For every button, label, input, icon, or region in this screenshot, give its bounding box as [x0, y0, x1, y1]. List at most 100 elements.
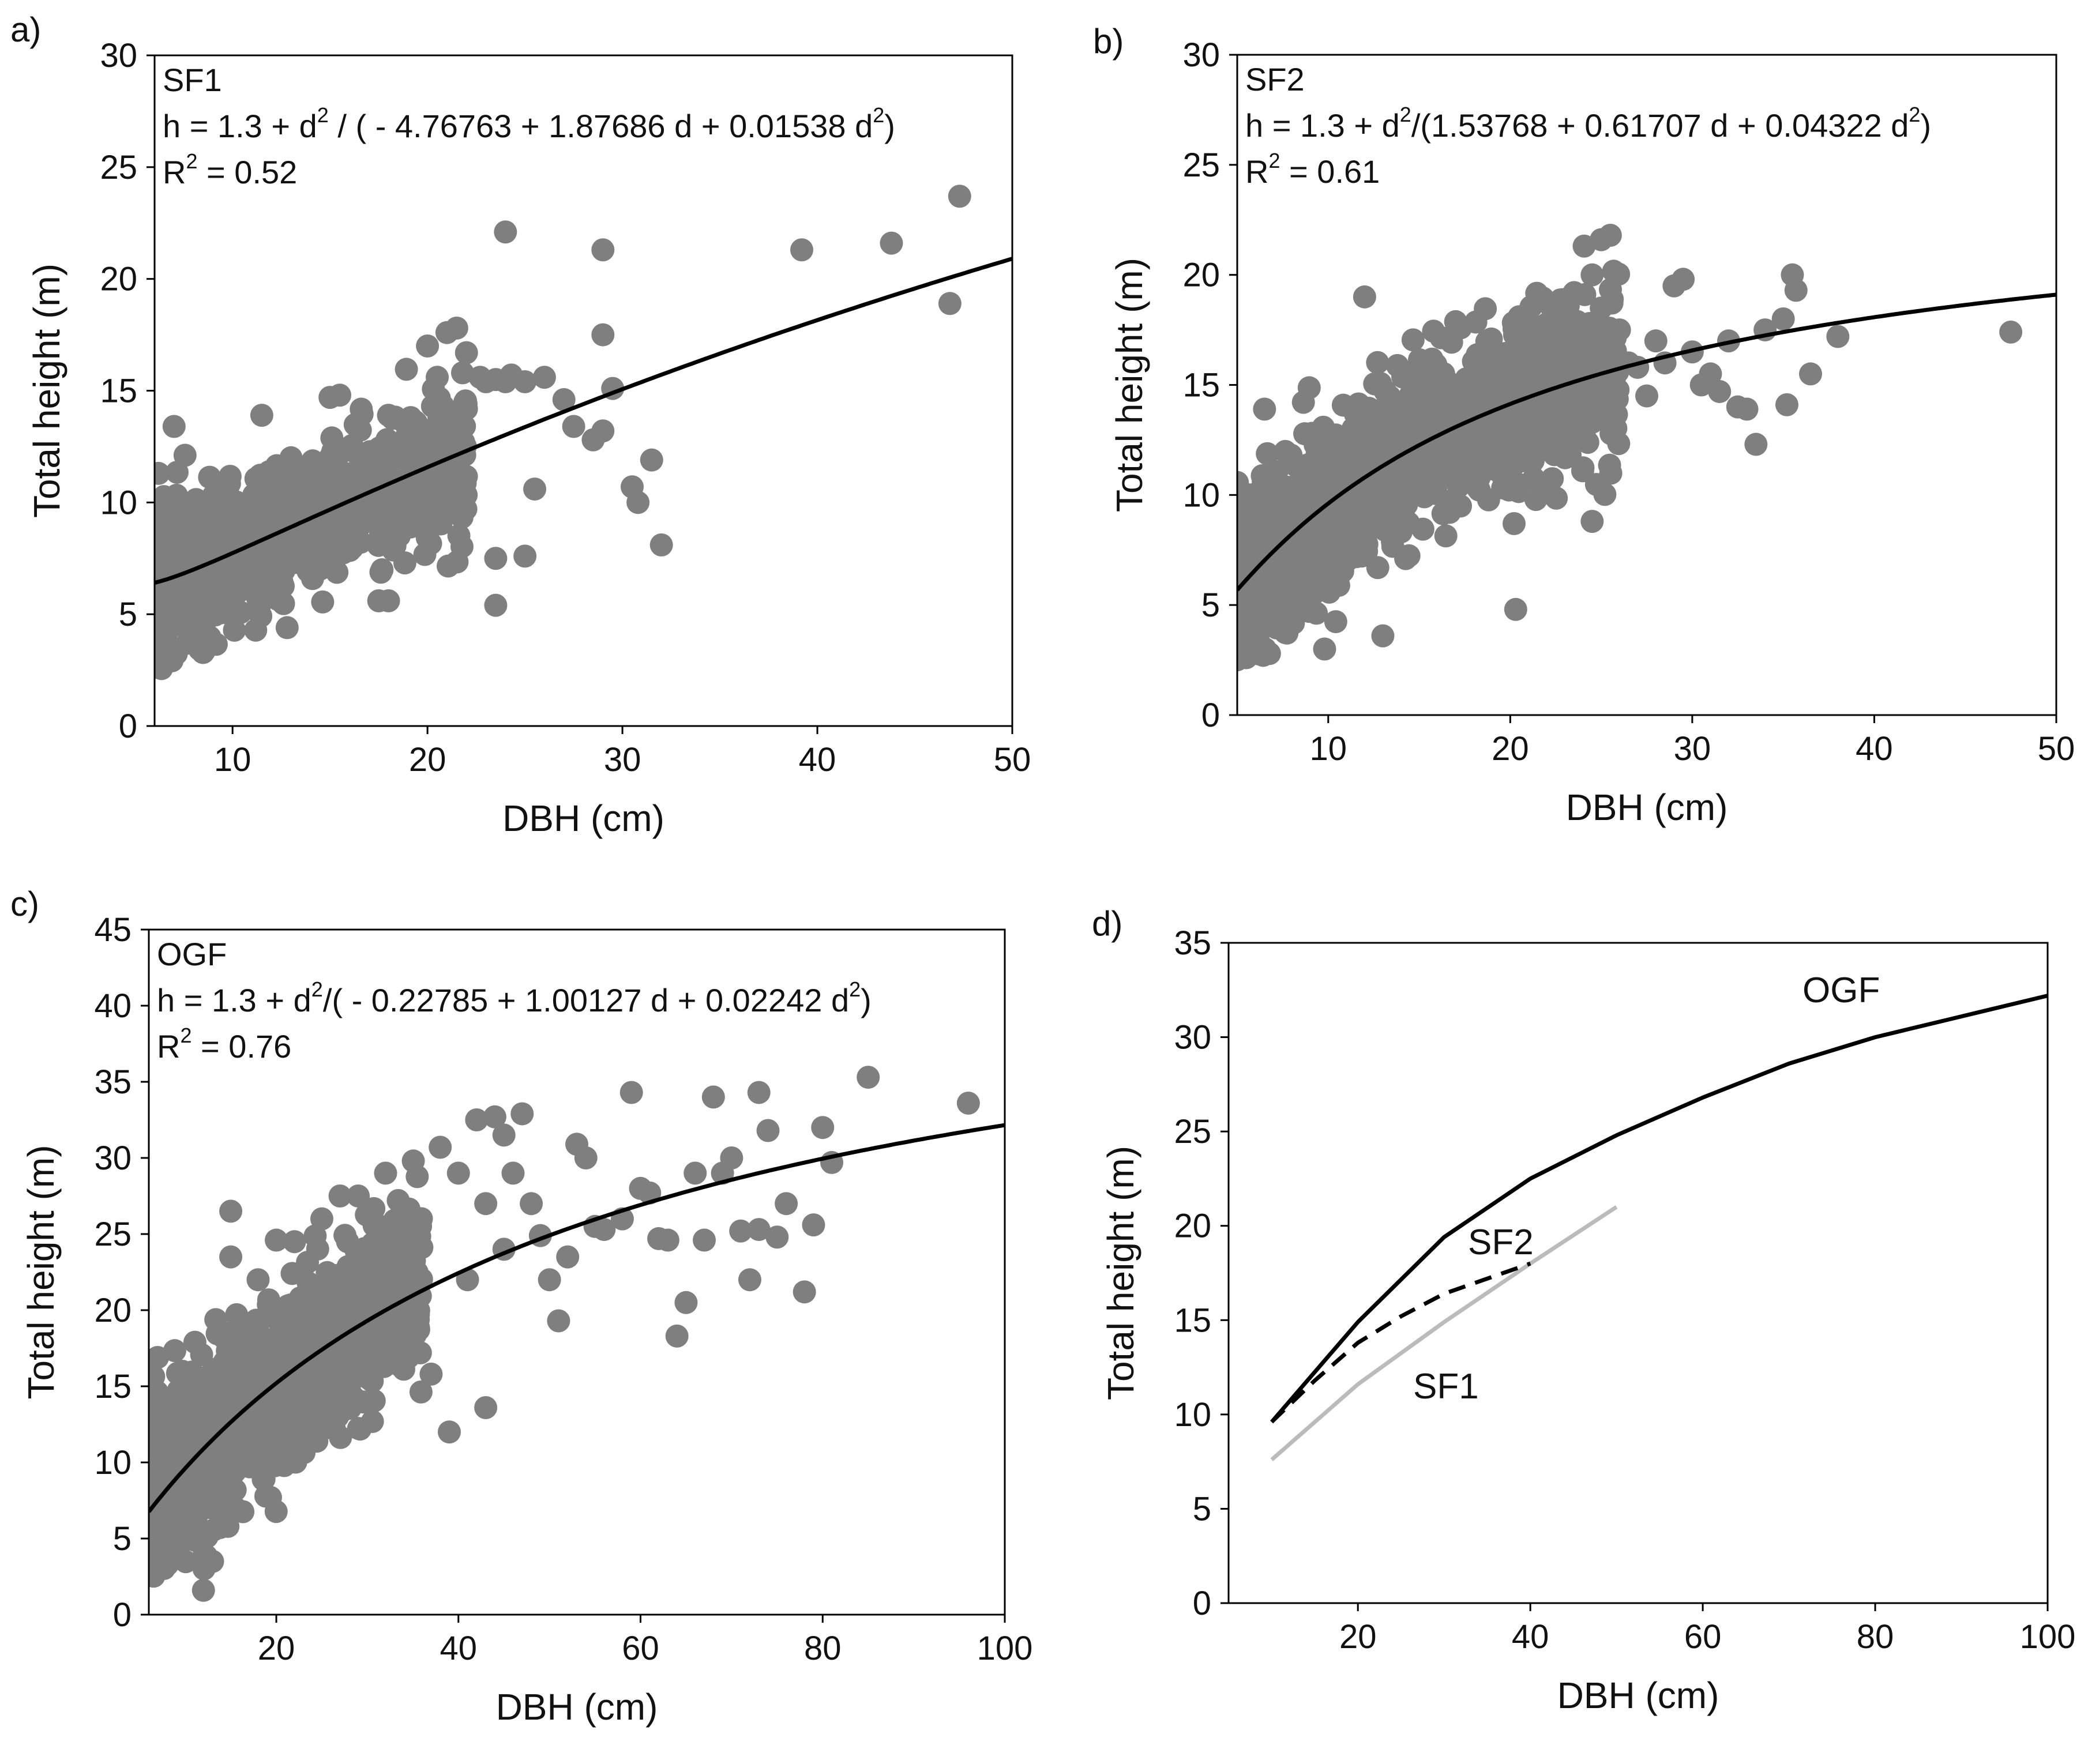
data-point: [149, 1551, 166, 1574]
data-point: [206, 496, 230, 520]
data-point: [283, 1230, 306, 1254]
data-point: [429, 1135, 452, 1159]
data-point: [1287, 551, 1310, 574]
x-tick-label: 80: [804, 1630, 842, 1667]
series-name-annotation: SF2: [1245, 61, 1305, 97]
data-point: [1305, 601, 1328, 625]
data-point: [510, 1102, 534, 1126]
data-point: [1485, 449, 1509, 472]
y-tick-label: 15: [94, 1368, 132, 1405]
data-point: [501, 1161, 525, 1185]
data-point: [1391, 365, 1415, 389]
data-point: [296, 1317, 320, 1341]
x-tick-label: 40: [1512, 1618, 1549, 1656]
data-point: [693, 1228, 716, 1252]
panel-b: 10 20 30 40 50 0 5 10 15 20 25 30 DBH (cm) Total heig…: [1093, 22, 2075, 828]
data-point: [437, 1420, 461, 1444]
data-point: [1259, 575, 1282, 599]
data-point: [747, 1218, 771, 1242]
y-tick-label: 25: [1174, 1113, 1211, 1150]
data-point: [173, 443, 197, 467]
series-label-sf2: SF2: [1468, 1223, 1534, 1262]
data-point: [1439, 489, 1463, 513]
data-point: [200, 594, 224, 618]
data-point: [619, 1081, 643, 1104]
data-point: [1279, 445, 1302, 469]
data-point: [256, 579, 280, 603]
data-point: [395, 358, 418, 381]
y-tick-label: 5: [119, 596, 137, 633]
y-tick-label: 5: [113, 1520, 132, 1558]
data-point: [1467, 465, 1491, 489]
data-point: [591, 323, 615, 347]
data-point: [1317, 580, 1341, 604]
data-point: [374, 1161, 397, 1185]
data-point: [201, 1417, 224, 1440]
data-point: [296, 1251, 320, 1274]
data-point: [626, 491, 650, 514]
data-point: [1516, 443, 1539, 467]
data-point: [311, 590, 335, 614]
y-tick-label: 25: [94, 1216, 132, 1253]
data-point: [307, 1292, 331, 1315]
data-point: [1580, 510, 1604, 533]
data-point: [1546, 428, 1570, 452]
data-point: [369, 561, 393, 584]
data-point: [1699, 362, 1722, 386]
data-point: [1708, 379, 1732, 403]
data-point: [1474, 297, 1497, 321]
data-point: [1481, 351, 1504, 375]
series-label-ogf: OGF: [1802, 971, 1880, 1010]
data-point: [523, 477, 547, 501]
data-point: [1419, 476, 1443, 499]
series-name-annotation: SF1: [163, 62, 222, 98]
data-point: [246, 1405, 269, 1429]
data-point: [775, 1192, 798, 1216]
data-point: [1568, 319, 1592, 343]
data-point: [1250, 464, 1274, 488]
data-point: [956, 1091, 980, 1115]
panel-label: a): [10, 10, 41, 49]
data-point: [399, 1230, 422, 1254]
y-tick-label: 20: [94, 1292, 132, 1329]
data-point: [431, 394, 455, 418]
data-point: [1394, 422, 1418, 445]
data-point: [1353, 285, 1376, 309]
data-point: [191, 1578, 215, 1602]
data-point: [436, 554, 460, 578]
data-point: [333, 1224, 357, 1247]
data-point: [756, 1119, 780, 1142]
x-axis-label: DBH (cm): [1566, 787, 1728, 828]
data-point: [1317, 528, 1340, 551]
data-point: [738, 1268, 761, 1292]
data-point: [1600, 291, 1624, 315]
data-point: [303, 451, 327, 475]
data-point: [1608, 318, 1631, 342]
data-point: [656, 1228, 679, 1252]
data-point: [474, 1396, 498, 1419]
data-point: [204, 1308, 228, 1332]
data-point: [251, 1468, 275, 1491]
y-tick-label: 25: [1182, 146, 1220, 184]
data-point: [311, 1404, 335, 1428]
data-point: [665, 1324, 689, 1348]
x-tick-label: 40: [799, 741, 836, 778]
data-point: [383, 1268, 407, 1292]
data-point: [1417, 366, 1440, 390]
data-point: [206, 1480, 230, 1503]
y-tick-label: 40: [94, 987, 132, 1025]
data-point: [201, 1549, 224, 1573]
equation-annotation: h = 1.3 + d2/(1.53768 + 0.61707 d + 0.04…: [1245, 103, 1931, 144]
plot-frame: [1227, 942, 2049, 1604]
data-point: [1366, 556, 1390, 580]
data-point: [1422, 319, 1445, 343]
data-point: [329, 1426, 352, 1449]
data-point: [1324, 437, 1348, 460]
data-point: [259, 513, 283, 536]
x-tick-label: 50: [994, 741, 1031, 778]
data-point: [152, 1498, 175, 1522]
data-point: [1381, 394, 1404, 418]
data-point: [377, 404, 400, 427]
data-point: [1635, 384, 1658, 408]
